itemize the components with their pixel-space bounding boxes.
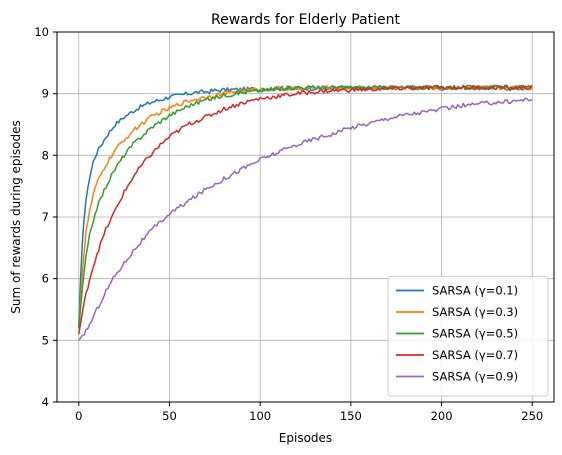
- x-tick-label: 200: [431, 409, 453, 423]
- y-tick-label: 5: [42, 333, 49, 347]
- y-tick-label: 4: [42, 395, 49, 409]
- x-tick-label: 0: [75, 409, 82, 423]
- legend-entry: SARSA (γ=0.3): [432, 305, 518, 319]
- y-tick-label: 10: [34, 25, 49, 39]
- x-tick-label: 250: [521, 409, 543, 423]
- legend-entry: SARSA (γ=0.5): [432, 327, 518, 341]
- grid-lines: [57, 31, 554, 403]
- legend-entry: SARSA (γ=0.7): [432, 348, 518, 362]
- x-tick-label: 50: [162, 409, 177, 423]
- legend-entry: SARSA (γ=0.9): [432, 370, 518, 384]
- x-axis-label: Episodes: [279, 431, 332, 445]
- y-tick-label: 6: [42, 272, 49, 286]
- y-tick-label: 8: [42, 148, 49, 162]
- axis-ticks: 0 50 100 150 200 250 4 5 6 7 8 9 10: [34, 25, 543, 423]
- series-line-gamma-0-9: [78, 97, 533, 341]
- chart-title: Rewards for Elderly Patient: [211, 12, 400, 28]
- legend-entry: SARSA (γ=0.1): [432, 284, 518, 298]
- series-line-gamma-0-7: [78, 84, 533, 335]
- series-layer: [78, 84, 533, 341]
- y-tick-label: 7: [42, 210, 49, 224]
- x-tick-label: 100: [249, 409, 271, 423]
- x-tick-label: 150: [340, 409, 362, 423]
- legend: SARSA (γ=0.1) SARSA (γ=0.3) SARSA (γ=0.5) S…: [387, 276, 549, 397]
- y-tick-label: 9: [42, 87, 49, 101]
- y-axis-label: Sum of rewards during episodes: [9, 120, 23, 313]
- legend-box: [387, 276, 549, 397]
